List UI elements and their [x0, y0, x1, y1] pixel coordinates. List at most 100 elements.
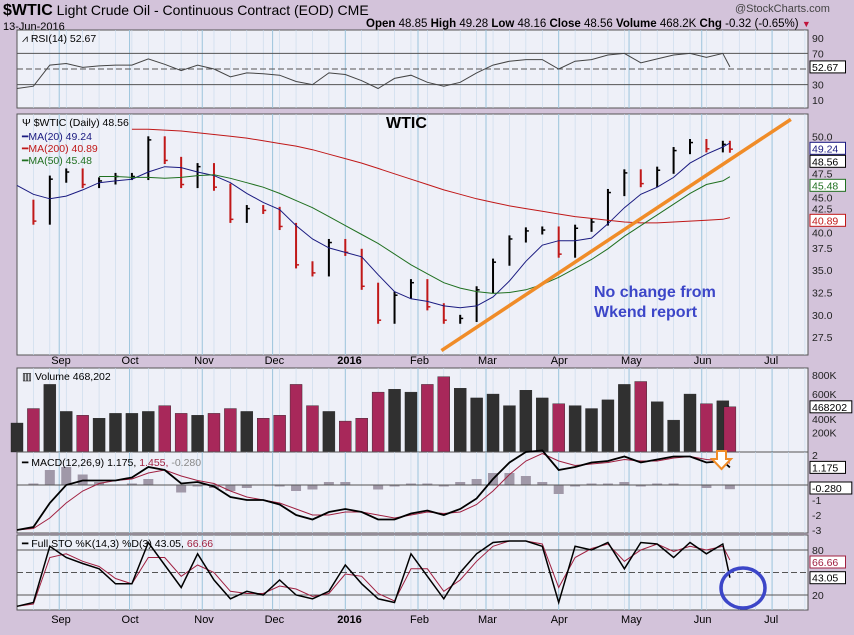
sto-k-last-label-box [809, 571, 846, 585]
rsi-tick-label: 30 [812, 80, 824, 92]
rsi-tick-label: 70 [812, 48, 824, 60]
macd-histogram-bar [422, 483, 433, 485]
sto-legend: ━ Full STO %K(14,3) %D(3) 43.05, 66.66 [21, 538, 213, 550]
quote-label: Open [366, 18, 399, 30]
macd-histogram-bar [323, 482, 334, 485]
volume-bar [10, 422, 24, 453]
volume-tick-label: 600K [812, 389, 837, 401]
sto-d-last-label-box [809, 555, 846, 569]
x-tick-label: Nov [194, 614, 214, 626]
macd-histogram-bar [126, 483, 137, 485]
quote-label: Low [491, 18, 518, 30]
rsi-line [16, 52, 731, 90]
macd-histogram-bar [619, 482, 630, 485]
volume-bar [723, 406, 737, 453]
macd-histogram-bar [668, 483, 679, 485]
macd-histogram-bar [241, 485, 252, 488]
volume-bar [60, 411, 73, 453]
volume-bar [618, 384, 631, 453]
rsi-legend: ⩘ RSI(14) 52.67 [22, 33, 96, 45]
macd-line [16, 449, 731, 531]
rsi-last-label-box [809, 60, 846, 74]
price-last-label: 48.56 [812, 156, 838, 168]
volume-bar [536, 397, 549, 453]
macd-histogram-bar [635, 485, 646, 487]
ma-last-label: 40.89 [812, 215, 838, 227]
brand-logo: @StockCharts.com [735, 3, 830, 15]
volume-bar [240, 411, 254, 453]
macd-histogram-bar [586, 483, 597, 485]
x-tick-label: 2016 [337, 614, 361, 626]
price-tick-label: 35.0 [812, 265, 833, 277]
volume-bar [174, 413, 188, 453]
macd-last-label-box [809, 460, 846, 474]
volume-last-label: 468202 [812, 402, 847, 414]
volume-bar [191, 415, 204, 453]
price-legend: Ψ $WTIC (Daily) 48.56 [22, 117, 129, 129]
macd-histogram-bar [307, 485, 318, 490]
price-tick-label: 47.5 [812, 168, 833, 180]
price-tick-label: 45.0 [812, 192, 833, 204]
volume-bar [207, 413, 221, 453]
macd-panel [16, 451, 809, 534]
macd-histogram-bar [225, 485, 236, 491]
x-tick-label: Mar [478, 614, 497, 626]
price-last-label-box [809, 154, 846, 168]
down-arrow-icon: ▼ [801, 19, 811, 29]
trendline [440, 117, 792, 352]
ma-last-label-box [809, 141, 846, 155]
macd-tick-label: 2 [812, 450, 818, 462]
volume-bar [454, 388, 467, 453]
quote-label: Close [549, 18, 585, 30]
volume-bar [43, 384, 57, 453]
macd-histogram-bar [602, 483, 613, 485]
quote-label: Chg [699, 18, 726, 30]
macd-histogram-bar [438, 485, 449, 487]
x-tick-label: May [621, 355, 642, 367]
macd-histogram-bar [44, 470, 55, 485]
volume-bar [437, 376, 450, 453]
x-tick-label: Jul [764, 614, 778, 626]
price-tick-label: 30.0 [812, 310, 833, 322]
macd-tick-label: -3 [812, 525, 821, 537]
volume-bar [650, 401, 664, 453]
rsi-last-label: 52.67 [812, 62, 838, 74]
volume-bar [519, 390, 533, 453]
macd-histogram-bar [553, 485, 564, 494]
x-tick-label: May [621, 614, 642, 626]
macd-histogram-bar [570, 485, 581, 487]
volume-bar [158, 405, 171, 453]
volume-last-label-box [809, 400, 853, 414]
volume-tick-label: 800K [812, 370, 837, 382]
x-tick-label: Dec [265, 614, 285, 626]
volume-bar [76, 415, 89, 453]
x-tick-label: 2016 [337, 355, 361, 367]
macd-histogram-bar [652, 483, 663, 485]
volume-bar [339, 420, 352, 453]
volume-bar [421, 384, 434, 453]
macd-histogram-bar [28, 483, 39, 485]
quote-value: 468.2K [659, 18, 700, 30]
volume-bar [92, 418, 106, 453]
ma-last-label: 45.48 [812, 180, 838, 192]
volume-bar [125, 413, 139, 453]
macd-last-label: 1.175 [812, 462, 838, 474]
down-arrow-icon [709, 450, 734, 471]
volume-bar [700, 403, 713, 453]
quote-value: 49.28 [459, 18, 492, 30]
sto-k-last-label: 43.05 [812, 573, 838, 585]
macd-signal-line [16, 452, 731, 531]
ma-line-1 [131, 128, 731, 224]
price-tick-label: 32.5 [812, 288, 833, 300]
sto-d-line [16, 540, 731, 607]
volume-bar [257, 418, 270, 453]
macd-histogram-bar [405, 483, 416, 485]
macd-histogram-bar [340, 482, 351, 485]
macd-histogram-bar [537, 482, 548, 485]
volume-bar [601, 399, 615, 453]
volume-bar [634, 381, 647, 453]
rsi-tick-label: 90 [812, 33, 824, 45]
volume-bar [404, 391, 418, 453]
price-tick-label: 42.5 [812, 203, 833, 215]
